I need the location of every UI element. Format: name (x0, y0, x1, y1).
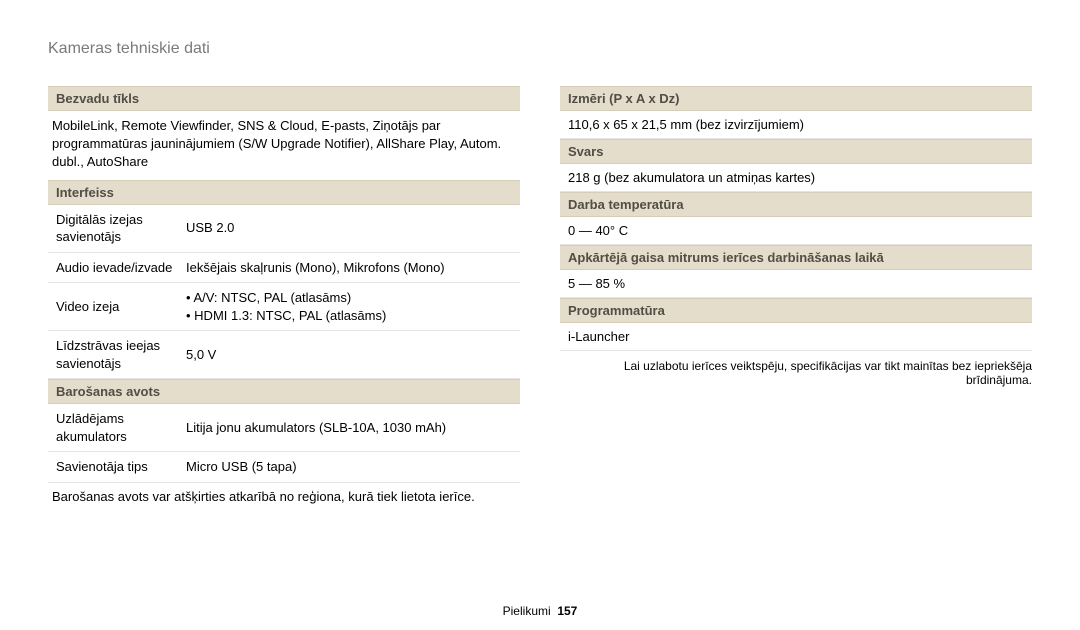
section-head-wireless: Bezvadu tīkls (48, 86, 520, 111)
left-column: Bezvadu tīkls MobileLink, Remote Viewfin… (48, 86, 520, 510)
page: Kameras tehniskie dati Bezvadu tīkls Mob… (0, 0, 1080, 630)
list-item: HDMI 1.3: NTSC, PAL (atlasāms) (186, 307, 516, 325)
power-table: Uzlādējams akumulators Litija jonu akumu… (48, 404, 520, 483)
table-row: Audio ievade/izvade Iekšējais skaļrunis … (48, 252, 520, 283)
weight-value: 218 g (bez akumulatora un atmiņas kartes… (560, 164, 1032, 192)
table-row: Uzlādējams akumulators Litija jonu akumu… (48, 404, 520, 452)
page-footer: Pielikumi 157 (0, 604, 1080, 618)
section-head-dimensions: Izmēri (P x A x Dz) (560, 86, 1032, 111)
power-note: Barošanas avots var atšķirties atkarībā … (48, 483, 520, 510)
wireless-text: MobileLink, Remote Viewfinder, SNS & Clo… (48, 111, 520, 180)
spec-key: Uzlādējams akumulators (48, 404, 178, 452)
temp-value: 0 — 40° C (560, 217, 1032, 245)
footer-label: Pielikumi (503, 604, 551, 618)
right-column: Izmēri (P x A x Dz) 110,6 x 65 x 21,5 mm… (560, 86, 1032, 510)
spec-value: Iekšējais skaļrunis (Mono), Mikrofons (M… (178, 252, 520, 283)
page-title: Kameras tehniskie dati (48, 40, 1032, 58)
spec-footnote: Lai uzlabotu ierīces veiktspēju, specifi… (560, 351, 1032, 387)
video-out-list: A/V: NTSC, PAL (atlasāms) HDMI 1.3: NTSC… (186, 289, 516, 324)
columns: Bezvadu tīkls MobileLink, Remote Viewfin… (48, 86, 1032, 510)
footer-page-number: 157 (557, 604, 577, 618)
table-row: Video izeja A/V: NTSC, PAL (atlasāms) HD… (48, 283, 520, 331)
section-head-software: Programmatūra (560, 298, 1032, 323)
list-item: A/V: NTSC, PAL (atlasāms) (186, 289, 516, 307)
section-head-interface: Interfeiss (48, 180, 520, 205)
section-head-humidity: Apkārtējā gaisa mitrums ierīces darbināš… (560, 245, 1032, 270)
humidity-value: 5 — 85 % (560, 270, 1032, 298)
spec-value: Litija jonu akumulators (SLB-10A, 1030 m… (178, 404, 520, 452)
spec-key: Digitālās izejas savienotājs (48, 205, 178, 253)
spec-key: Audio ievade/izvade (48, 252, 178, 283)
software-value: i-Launcher (560, 323, 1032, 351)
table-row: Digitālās izejas savienotājs USB 2.0 (48, 205, 520, 253)
interface-table: Digitālās izejas savienotājs USB 2.0 Aud… (48, 205, 520, 380)
dimensions-value: 110,6 x 65 x 21,5 mm (bez izvirzījumiem) (560, 111, 1032, 139)
section-head-weight: Svars (560, 139, 1032, 164)
table-row: Līdzstrāvas ieejas savienotājs 5,0 V (48, 331, 520, 379)
spec-value: A/V: NTSC, PAL (atlasāms) HDMI 1.3: NTSC… (178, 283, 520, 331)
spec-key: Savienotāja tips (48, 452, 178, 483)
spec-value: USB 2.0 (178, 205, 520, 253)
section-head-temp: Darba temperatūra (560, 192, 1032, 217)
spec-value: Micro USB (5 tapa) (178, 452, 520, 483)
table-row: Savienotāja tips Micro USB (5 tapa) (48, 452, 520, 483)
spec-key: Video izeja (48, 283, 178, 331)
section-head-power: Barošanas avots (48, 379, 520, 404)
spec-key: Līdzstrāvas ieejas savienotājs (48, 331, 178, 379)
spec-value: 5,0 V (178, 331, 520, 379)
